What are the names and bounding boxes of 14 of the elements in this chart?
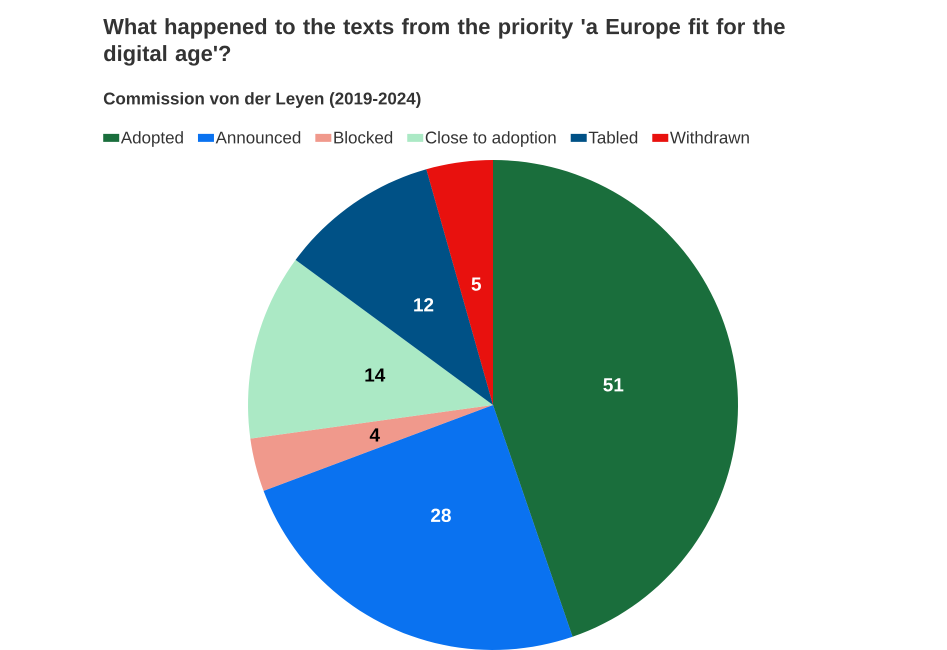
data-label: 4 [370, 428, 380, 442]
legend-label: Withdrawn [670, 131, 749, 144]
chart-subtitle: Commission von der Leyen (2019-2024) [104, 92, 420, 108]
chart-title: What happened to the texts from the priority 'a Europe fit for the digital age'? [103, 18, 785, 66]
data-label: 51 [603, 378, 624, 392]
legend-label: Tabled [588, 131, 638, 144]
data-label: 14 [365, 368, 386, 382]
data-label: 28 [431, 508, 451, 522]
legend-label: Adopted [120, 131, 183, 147]
data-label: 12 [414, 298, 434, 312]
legend-label: Announced [216, 131, 300, 144]
legend-label: Blocked [334, 131, 392, 144]
legend-label: Close to adoption [426, 131, 556, 147]
data-label: 5 [472, 278, 481, 291]
